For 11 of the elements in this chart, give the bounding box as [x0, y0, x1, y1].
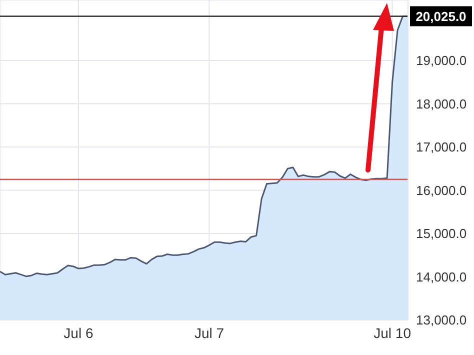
x-tick-label: Jul 7 [194, 324, 224, 341]
y-tick-label: 14,000.0 [416, 269, 467, 284]
y-tick-label: 15,000.0 [416, 226, 467, 242]
y-tick-label: 19,000.0 [416, 53, 467, 68]
y-tick-label: 18,000.0 [416, 96, 467, 112]
ref-line-label: 20,025.0 [416, 9, 466, 24]
y-tick-label: 16,000.0 [416, 182, 467, 198]
y-tick-label: 17,000.0 [416, 140, 467, 155]
x-tick-label: Jul 10 [374, 324, 412, 341]
y-tick-label: 13,000.0 [416, 312, 467, 328]
x-tick-label: Jul 6 [64, 324, 94, 341]
